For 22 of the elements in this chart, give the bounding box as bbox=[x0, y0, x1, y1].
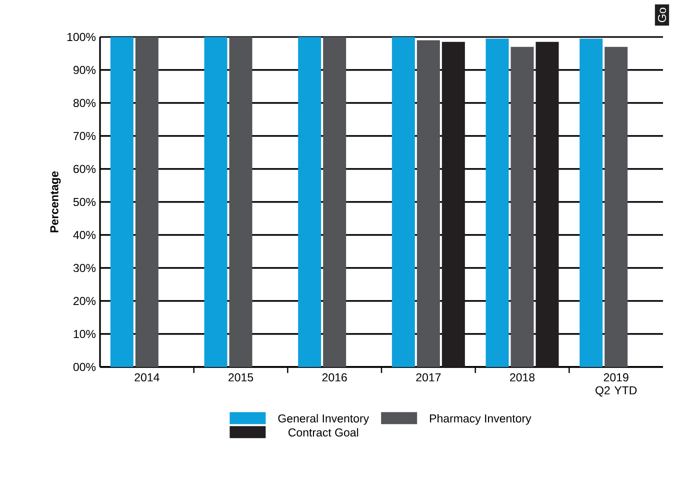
x-tick-label: 2014 bbox=[134, 373, 160, 382]
x-tick-label: 2019 Q2 YTD bbox=[596, 373, 637, 396]
y-tick-label: 40% bbox=[73, 230, 96, 240]
y-tick-label: 20% bbox=[74, 296, 96, 306]
y-tick-label: 100% bbox=[67, 32, 96, 42]
y-tick-label: 50% bbox=[73, 198, 96, 206]
y-tick-label: 00% bbox=[73, 362, 96, 372]
x-tick-label: 2017 bbox=[416, 373, 441, 382]
y-tick-label: 80% bbox=[73, 98, 96, 108]
y-tick-label: 10% bbox=[74, 330, 96, 338]
y-tick-label: 30% bbox=[73, 264, 96, 272]
y-tick-label: 90% bbox=[74, 66, 96, 74]
x-tick-label: 2018 bbox=[510, 373, 535, 382]
x-tick-label: 2016 bbox=[322, 373, 347, 382]
legend-label: Contract Goal bbox=[288, 428, 358, 437]
legend-label: Pharmacy Inventory bbox=[430, 414, 532, 425]
y-tick-label: 60% bbox=[74, 164, 96, 174]
x-tick-label: 2015 bbox=[228, 373, 254, 382]
y-tick-label: 70% bbox=[74, 132, 96, 140]
y-axis-title: Percentage bbox=[50, 171, 61, 232]
legend-label: General Inventory bbox=[278, 414, 370, 425]
text: Go bbox=[658, 8, 666, 22]
